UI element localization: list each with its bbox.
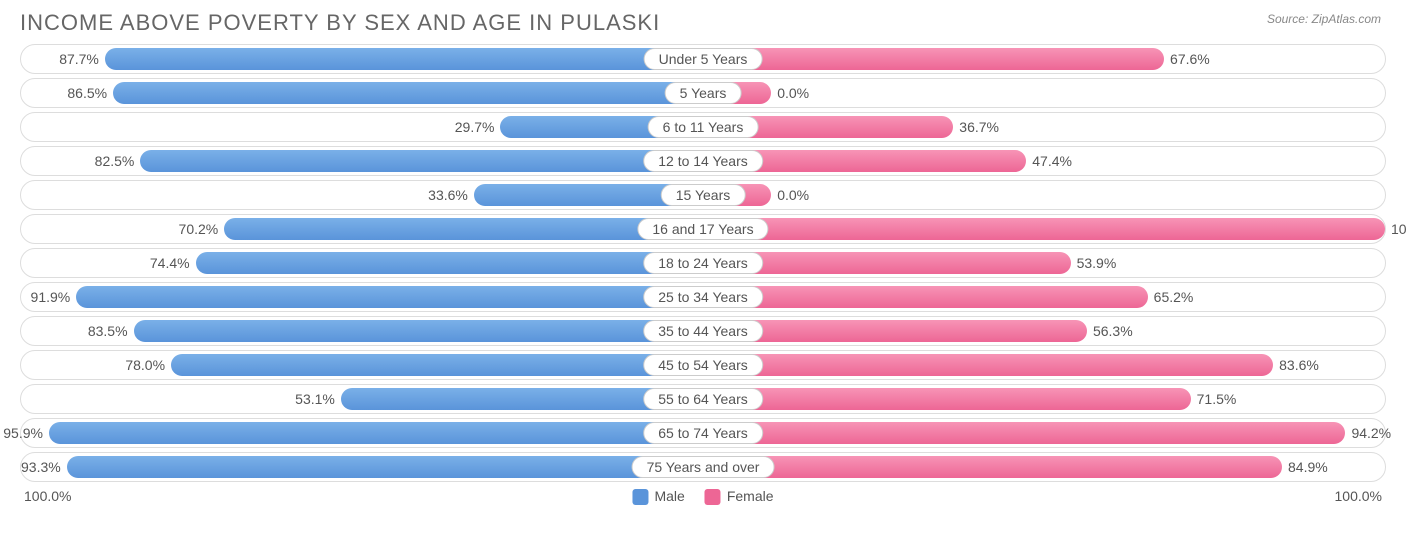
female-value-label: 0.0% <box>777 85 809 101</box>
female-value-label: 84.9% <box>1288 459 1328 475</box>
category-label: 15 Years <box>661 184 746 206</box>
male-value-label: 87.7% <box>59 51 99 67</box>
male-value-label: 91.9% <box>31 289 71 305</box>
male-value-label: 83.5% <box>88 323 128 339</box>
male-bar <box>140 150 703 172</box>
category-label: 25 to 34 Years <box>643 286 763 308</box>
axis-left-label: 100.0% <box>24 488 71 504</box>
male-bar <box>67 456 703 478</box>
male-value-label: 86.5% <box>67 85 107 101</box>
category-label: 5 Years <box>665 82 742 104</box>
female-value-label: 56.3% <box>1093 323 1133 339</box>
category-label: Under 5 Years <box>644 48 763 70</box>
female-value-label: 71.5% <box>1197 391 1237 407</box>
male-value-label: 93.3% <box>21 459 61 475</box>
legend: Male Female <box>632 488 773 505</box>
female-bar <box>703 218 1385 240</box>
female-value-label: 47.4% <box>1032 153 1072 169</box>
female-bar <box>703 48 1164 70</box>
category-label: 35 to 44 Years <box>643 320 763 342</box>
legend-male: Male <box>632 488 684 505</box>
male-bar <box>76 286 703 308</box>
source-attribution: Source: ZipAtlas.com <box>1267 12 1381 26</box>
category-label: 18 to 24 Years <box>643 252 763 274</box>
female-value-label: 67.6% <box>1170 51 1210 67</box>
chart-container: 87.7% 67.6% Under 5 Years 86.5% 0.0% 5 Years 2… <box>20 44 1386 482</box>
female-bar <box>703 388 1191 410</box>
chart-row: 53.1% 71.5% 55 to 64 Years <box>20 384 1386 414</box>
male-bar <box>105 48 703 70</box>
male-swatch-icon <box>632 489 648 505</box>
female-swatch-icon <box>705 489 721 505</box>
male-value-label: 33.6% <box>428 187 468 203</box>
male-bar <box>224 218 703 240</box>
chart-title: INCOME ABOVE POVERTY BY SEX AND AGE IN P… <box>20 10 1386 36</box>
chart-row: 95.9%94.2%65 to 74 Years <box>20 418 1386 448</box>
female-bar <box>703 456 1282 478</box>
legend-female: Female <box>705 488 774 505</box>
female-value-label: 100.0% <box>1391 221 1406 237</box>
male-value-label: 78.0% <box>125 357 165 373</box>
legend-female-label: Female <box>727 488 774 504</box>
category-label: 6 to 11 Years <box>648 116 759 138</box>
chart-row: 83.5% 56.3% 35 to 44 Years <box>20 316 1386 346</box>
male-value-label: 74.4% <box>150 255 190 271</box>
chart-footer: 100.0% Male Female 100.0% <box>20 488 1386 512</box>
axis-right-label: 100.0% <box>1335 488 1382 504</box>
male-value-label: 95.9% <box>3 425 43 441</box>
category-label: 75 Years and over <box>632 456 775 478</box>
female-bar <box>703 354 1273 376</box>
female-value-label: 0.0% <box>777 187 809 203</box>
legend-male-label: Male <box>654 488 684 504</box>
category-label: 16 and 17 Years <box>637 218 768 240</box>
male-bar <box>171 354 703 376</box>
category-label: 65 to 74 Years <box>643 422 763 444</box>
chart-row: 91.9% 65.2% 25 to 34 Years <box>20 282 1386 312</box>
category-label: 55 to 64 Years <box>643 388 763 410</box>
chart-row: 82.5% 47.4% 12 to 14 Years <box>20 146 1386 176</box>
female-bar <box>703 422 1345 444</box>
male-bar <box>196 252 703 274</box>
chart-row: 70.2%100.0%16 and 17 Years <box>20 214 1386 244</box>
male-bar <box>134 320 703 342</box>
female-value-label: 53.9% <box>1077 255 1117 271</box>
male-value-label: 29.7% <box>455 119 495 135</box>
chart-row: 78.0% 83.6% 45 to 54 Years <box>20 350 1386 380</box>
male-value-label: 70.2% <box>179 221 219 237</box>
chart-row: 86.5% 0.0% 5 Years <box>20 78 1386 108</box>
female-value-label: 36.7% <box>959 119 999 135</box>
male-bar <box>113 82 703 104</box>
chart-row: 93.3% 84.9% 75 Years and over <box>20 452 1386 482</box>
female-bar <box>703 286 1148 308</box>
female-value-label: 94.2% <box>1351 425 1391 441</box>
category-label: 12 to 14 Years <box>643 150 763 172</box>
chart-row: 33.6% 0.0% 15 Years <box>20 180 1386 210</box>
male-bar <box>49 422 703 444</box>
female-value-label: 65.2% <box>1154 289 1194 305</box>
chart-row: 87.7% 67.6% Under 5 Years <box>20 44 1386 74</box>
male-value-label: 82.5% <box>95 153 135 169</box>
chart-row: 29.7% 36.7% 6 to 11 Years <box>20 112 1386 142</box>
female-value-label: 83.6% <box>1279 357 1319 373</box>
category-label: 45 to 54 Years <box>643 354 763 376</box>
male-value-label: 53.1% <box>295 391 335 407</box>
chart-row: 74.4% 53.9% 18 to 24 Years <box>20 248 1386 278</box>
